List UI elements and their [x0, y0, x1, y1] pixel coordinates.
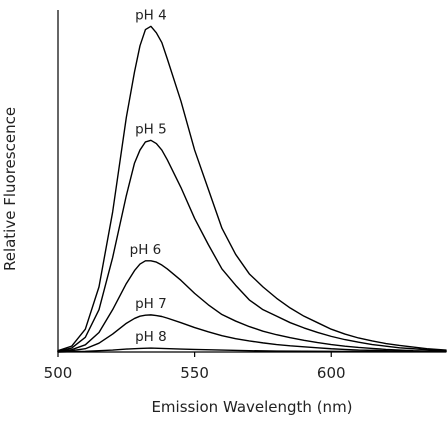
series-line — [57, 139, 447, 352]
curves — [57, 25, 447, 353]
series-label: pH 5 — [135, 121, 167, 137]
series-label: pH 4 — [135, 7, 167, 23]
x-tick-label: 550 — [180, 364, 209, 382]
curve-labels: pH 4 pH 5 pH 6 pH 7 pH 8 — [130, 7, 167, 345]
series-line — [57, 25, 447, 352]
series-label: pH 6 — [130, 242, 162, 258]
y-axis-label: Relative Fluorescence — [1, 107, 19, 271]
x-ticks: 500 550 600 — [44, 352, 346, 382]
series-label: pH 7 — [135, 296, 167, 312]
x-tick-label: 500 — [44, 364, 73, 382]
series-line — [57, 314, 447, 353]
series-line — [57, 347, 447, 353]
x-tick-label: 600 — [317, 364, 346, 382]
series-line — [57, 260, 447, 353]
series-label: pH 8 — [135, 329, 167, 345]
x-axis-label: Emission Wavelength (nm) — [151, 398, 352, 416]
